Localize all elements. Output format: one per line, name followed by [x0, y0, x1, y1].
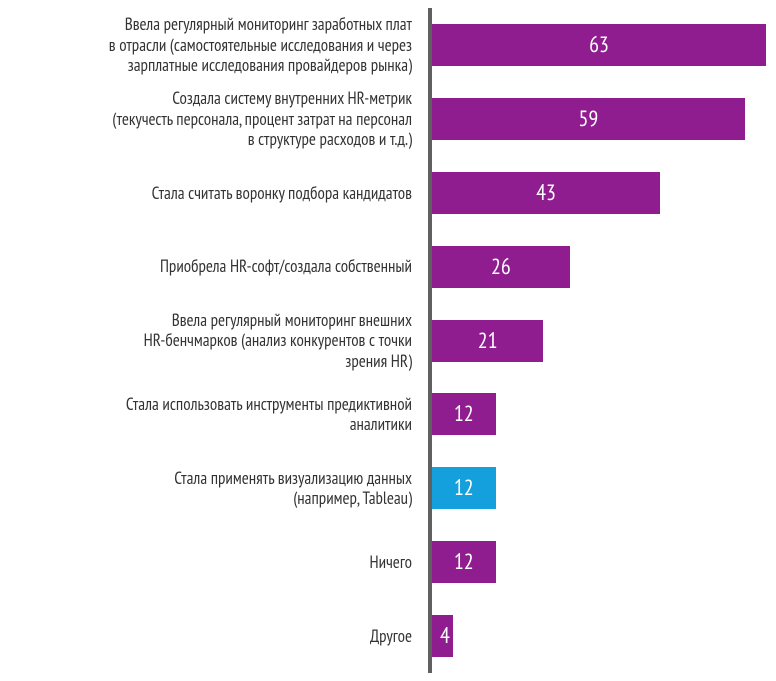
bar-row: 12 — [432, 377, 766, 451]
hbar-chart: Ввела регулярный мониторинг заработных п… — [0, 8, 766, 673]
bar-row: 12 — [432, 525, 766, 599]
bar: 12 — [432, 541, 496, 583]
bar-row: 26 — [432, 230, 766, 304]
bar: 4 — [432, 615, 453, 657]
bar-label: Создала систему внутренних HR-метрик (те… — [0, 82, 418, 156]
bar-row: 4 — [432, 599, 766, 673]
bar-label: Стала считать воронку подбора кандидатов — [0, 156, 418, 230]
bar-label: Приобрела HR-софт/создала собственный — [0, 230, 418, 304]
bar-label: Другое — [0, 599, 418, 673]
chart-labels: Ввела регулярный мониторинг заработных п… — [0, 8, 428, 673]
bar: 12 — [432, 467, 496, 509]
bar: 43 — [432, 172, 660, 214]
bar-row: 63 — [432, 8, 766, 82]
bar-row: 59 — [432, 82, 766, 156]
bar: 63 — [432, 24, 766, 66]
bar: 12 — [432, 393, 496, 435]
bar-row: 21 — [432, 304, 766, 378]
bar-label: Стала применять визуализацию данных (нап… — [0, 451, 418, 525]
bar-label: Ввела регулярный мониторинг заработных п… — [0, 8, 418, 82]
bar-label: Ничего — [0, 525, 418, 599]
bar-label: Стала использовать инструменты предиктив… — [0, 377, 418, 451]
bar-row: 12 — [432, 451, 766, 525]
chart-bars: 63 59 43 26 21 12 12 12 4 — [428, 8, 766, 673]
bar: 21 — [432, 320, 543, 362]
bar-label: Ввела регулярный мониторинг внешних HR-б… — [0, 304, 418, 378]
bar-row: 43 — [432, 156, 766, 230]
bar: 26 — [432, 246, 570, 288]
bar: 59 — [432, 98, 745, 140]
